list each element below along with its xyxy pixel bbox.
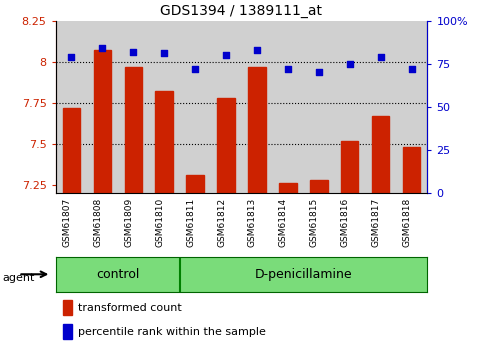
Bar bbox=[341, 141, 358, 193]
Bar bbox=[242, 21, 272, 193]
Text: GSM61808: GSM61808 bbox=[93, 197, 102, 247]
Bar bbox=[272, 21, 303, 193]
Bar bbox=[63, 300, 72, 315]
Text: GSM61816: GSM61816 bbox=[341, 197, 350, 247]
Text: GSM61814: GSM61814 bbox=[279, 198, 288, 247]
Bar bbox=[186, 175, 203, 193]
Bar bbox=[180, 21, 211, 193]
Point bbox=[67, 54, 75, 60]
Point bbox=[408, 66, 416, 72]
Bar bbox=[125, 67, 142, 193]
Title: GDS1394 / 1389111_at: GDS1394 / 1389111_at bbox=[160, 4, 323, 18]
Bar bbox=[149, 21, 180, 193]
Bar bbox=[397, 21, 427, 193]
Bar bbox=[366, 21, 397, 193]
Point bbox=[284, 66, 292, 72]
Text: agent: agent bbox=[2, 273, 35, 283]
Text: GSM61810: GSM61810 bbox=[155, 197, 164, 247]
Bar bbox=[56, 21, 86, 193]
Bar bbox=[117, 21, 149, 193]
Point bbox=[377, 54, 385, 60]
Bar bbox=[63, 324, 72, 339]
Bar bbox=[280, 183, 297, 193]
Point bbox=[315, 70, 323, 75]
Text: GSM61818: GSM61818 bbox=[403, 197, 412, 247]
Text: D-penicillamine: D-penicillamine bbox=[255, 268, 352, 281]
Point bbox=[160, 51, 168, 56]
Bar bbox=[311, 180, 327, 193]
Text: GSM61813: GSM61813 bbox=[248, 197, 257, 247]
Bar bbox=[62, 108, 80, 193]
Text: GSM61817: GSM61817 bbox=[372, 197, 381, 247]
Bar bbox=[403, 147, 421, 193]
Bar bbox=[372, 116, 389, 193]
Text: GSM61811: GSM61811 bbox=[186, 197, 195, 247]
Point bbox=[129, 49, 137, 55]
Bar bbox=[248, 67, 266, 193]
Bar bbox=[334, 21, 366, 193]
Bar bbox=[303, 21, 334, 193]
Text: GSM61812: GSM61812 bbox=[217, 198, 226, 247]
Point bbox=[191, 66, 199, 72]
Point bbox=[98, 46, 106, 51]
Text: GSM61815: GSM61815 bbox=[310, 197, 319, 247]
Bar bbox=[156, 91, 172, 193]
Point bbox=[222, 52, 230, 58]
Text: control: control bbox=[96, 268, 139, 281]
Text: GSM61807: GSM61807 bbox=[62, 197, 71, 247]
Bar bbox=[86, 21, 117, 193]
Bar bbox=[217, 98, 235, 193]
Point bbox=[346, 61, 354, 67]
Text: GSM61809: GSM61809 bbox=[124, 197, 133, 247]
Text: percentile rank within the sample: percentile rank within the sample bbox=[78, 327, 266, 336]
Bar bbox=[94, 50, 111, 193]
Bar bbox=[211, 21, 242, 193]
Point bbox=[253, 47, 261, 53]
Text: transformed count: transformed count bbox=[78, 303, 182, 313]
